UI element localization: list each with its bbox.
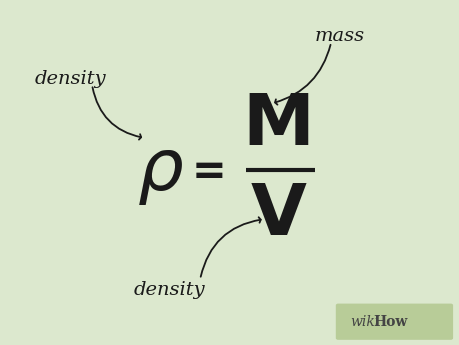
Text: =: = — [191, 151, 226, 194]
Text: $\rho$: $\rho$ — [137, 138, 184, 207]
Text: V: V — [250, 181, 306, 250]
Text: How: How — [373, 315, 407, 329]
Text: mass: mass — [314, 27, 364, 45]
Text: M: M — [242, 91, 313, 160]
Text: wiki: wiki — [350, 315, 379, 329]
Text: density: density — [34, 70, 106, 88]
Text: density: density — [133, 281, 205, 299]
FancyBboxPatch shape — [335, 304, 452, 340]
